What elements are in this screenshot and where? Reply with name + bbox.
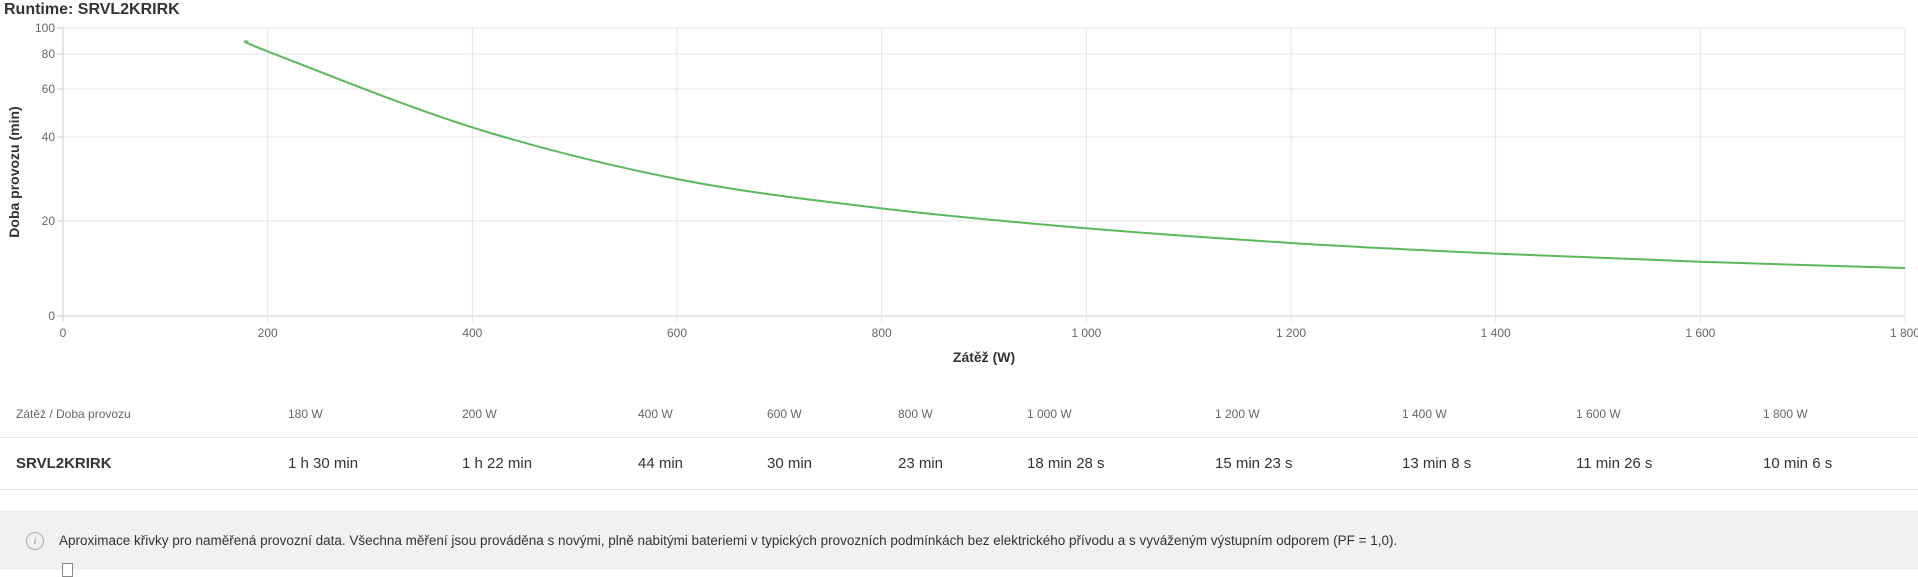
- y-tick-label: 60: [42, 82, 56, 96]
- table-cell-runtime: 11 min 26 s: [1576, 455, 1653, 472]
- table-header-load: 1 600 W: [1576, 407, 1621, 421]
- x-axis-title: Zátěž (W): [953, 349, 1015, 365]
- x-tick-label: 400: [462, 326, 482, 340]
- y-axis-title: Doba provozu (min): [6, 106, 22, 237]
- y-tick-label: 80: [42, 47, 56, 61]
- table-header-load: 180 W: [288, 407, 323, 421]
- table-header-load: 1 800 W: [1763, 407, 1808, 421]
- x-tick-label: 1 600: [1685, 326, 1715, 340]
- table-cell-runtime: 10 min 6 s: [1763, 455, 1833, 472]
- table-header-load: 1 400 W: [1402, 407, 1447, 421]
- chart-title: Runtime: SRVL2KRIRK: [4, 1, 180, 18]
- x-tick-label: 1 400: [1481, 326, 1511, 340]
- y-tick-label: 0: [48, 309, 55, 323]
- table-cell-runtime: 1 h 22 min: [462, 455, 533, 472]
- x-tick-label: 200: [258, 326, 278, 340]
- table-header-load: 400 W: [638, 407, 673, 421]
- table-cell-runtime: 44 min: [638, 455, 684, 472]
- x-tick-label: 800: [872, 326, 892, 340]
- y-tick-label: 40: [42, 130, 56, 144]
- table-header-load: 800 W: [898, 407, 933, 421]
- info-panel: [0, 510, 1918, 570]
- document-icon[interactable]: [62, 563, 73, 577]
- table-cell-runtime: 18 min 28 s: [1027, 455, 1105, 472]
- runtime-series-line: [243, 40, 1906, 270]
- table-header-load: 1 200 W: [1215, 407, 1260, 421]
- x-tick-label: 1 000: [1071, 326, 1101, 340]
- x-tick-label: 600: [667, 326, 687, 340]
- table-row-label: SRVL2KRIRK: [16, 455, 112, 472]
- table-header-load: 600 W: [767, 407, 802, 421]
- table-cell-runtime: 15 min 23 s: [1215, 455, 1293, 472]
- table-cell-runtime: 30 min: [767, 455, 813, 472]
- x-tick-label: 0: [60, 326, 67, 340]
- table-header-label: Zátěž / Doba provozu: [16, 407, 131, 421]
- y-tick-label: 20: [42, 214, 56, 228]
- y-tick-label: 100: [35, 21, 55, 35]
- table-cell-runtime: 1 h 30 min: [288, 455, 359, 472]
- info-icon: i: [26, 532, 44, 550]
- info-note: Aproximace křivky pro naměřená provozní …: [59, 533, 1398, 548]
- divider: [0, 437, 1918, 438]
- table-header-load: 200 W: [462, 407, 497, 421]
- divider: [0, 489, 1918, 490]
- table-header-load: 1 000 W: [1027, 407, 1072, 421]
- table-cell-runtime: 13 min 8 s: [1402, 455, 1472, 472]
- x-tick-label: 1 200: [1276, 326, 1306, 340]
- table-cell-runtime: 23 min: [898, 455, 944, 472]
- x-tick-label: 1 800: [1890, 326, 1918, 340]
